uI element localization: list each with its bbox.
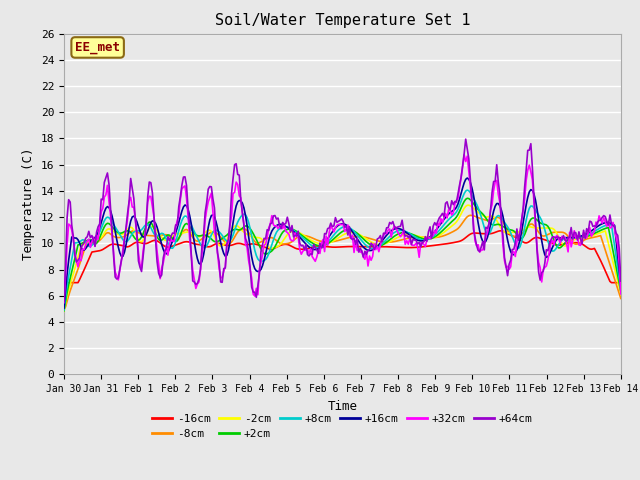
+8cm — [226, 238, 234, 243]
-8cm — [467, 213, 474, 218]
+64cm — [303, 252, 311, 257]
Line: +2cm: +2cm — [64, 198, 621, 311]
+8cm — [463, 187, 471, 193]
Line: +64cm: +64cm — [64, 139, 621, 302]
-8cm — [588, 235, 595, 240]
+16cm — [588, 228, 595, 234]
+2cm — [226, 229, 234, 235]
+64cm — [254, 283, 262, 289]
Line: -8cm: -8cm — [64, 216, 621, 309]
Text: EE_met: EE_met — [75, 41, 120, 54]
+8cm — [617, 286, 625, 292]
+2cm — [254, 240, 262, 246]
-16cm — [254, 242, 262, 248]
+64cm — [244, 249, 252, 255]
-2cm — [465, 202, 473, 208]
Title: Soil/Water Temperature Set 1: Soil/Water Temperature Set 1 — [214, 13, 470, 28]
Line: +16cm: +16cm — [64, 178, 621, 308]
+16cm — [463, 175, 471, 181]
+32cm — [254, 292, 262, 298]
-2cm — [60, 308, 68, 314]
-16cm — [60, 280, 68, 286]
+64cm — [60, 299, 68, 305]
+2cm — [244, 224, 252, 230]
+16cm — [226, 239, 234, 245]
+16cm — [303, 243, 311, 249]
+32cm — [617, 291, 625, 297]
-16cm — [226, 242, 234, 248]
+8cm — [254, 256, 262, 262]
X-axis label: Time: Time — [328, 400, 357, 413]
+2cm — [60, 308, 68, 313]
+32cm — [129, 204, 136, 210]
-8cm — [617, 296, 625, 301]
Line: +32cm: +32cm — [64, 155, 621, 302]
Y-axis label: Temperature (C): Temperature (C) — [22, 148, 35, 260]
-8cm — [60, 306, 68, 312]
-8cm — [303, 233, 311, 239]
+64cm — [226, 220, 234, 226]
+32cm — [226, 223, 234, 229]
+64cm — [462, 136, 470, 142]
Line: -2cm: -2cm — [64, 205, 621, 311]
+64cm — [129, 186, 136, 192]
-2cm — [254, 235, 262, 240]
+16cm — [244, 233, 252, 239]
-16cm — [303, 246, 311, 252]
+2cm — [129, 231, 136, 237]
+32cm — [460, 152, 468, 157]
Legend: -16cm, -8cm, -2cm, +2cm, +8cm, +16cm, +32cm, +64cm: -16cm, -8cm, -2cm, +2cm, +8cm, +16cm, +3… — [148, 409, 537, 444]
+2cm — [617, 288, 625, 294]
+64cm — [588, 219, 595, 225]
+8cm — [129, 231, 136, 237]
+16cm — [60, 305, 68, 311]
+8cm — [244, 219, 252, 225]
-16cm — [497, 228, 505, 234]
+16cm — [617, 283, 625, 289]
+16cm — [129, 214, 136, 220]
-2cm — [129, 225, 136, 231]
-8cm — [129, 228, 136, 234]
+32cm — [303, 247, 311, 252]
+8cm — [60, 307, 68, 313]
+32cm — [60, 300, 68, 305]
-2cm — [617, 291, 625, 297]
-16cm — [588, 246, 595, 252]
-2cm — [303, 235, 311, 241]
+8cm — [303, 240, 311, 245]
+64cm — [617, 278, 625, 284]
-16cm — [617, 280, 625, 286]
Line: +8cm: +8cm — [64, 190, 621, 310]
+16cm — [254, 269, 262, 275]
-8cm — [226, 241, 234, 247]
+8cm — [588, 230, 595, 236]
+2cm — [588, 232, 595, 238]
-16cm — [129, 241, 136, 247]
-2cm — [244, 232, 252, 238]
-16cm — [244, 241, 252, 247]
+2cm — [303, 237, 311, 242]
-8cm — [254, 240, 262, 246]
-8cm — [244, 229, 252, 235]
+2cm — [463, 195, 471, 201]
-2cm — [588, 233, 595, 239]
+32cm — [588, 233, 595, 239]
+32cm — [244, 257, 252, 263]
-2cm — [226, 230, 234, 236]
Line: -16cm: -16cm — [64, 231, 621, 283]
